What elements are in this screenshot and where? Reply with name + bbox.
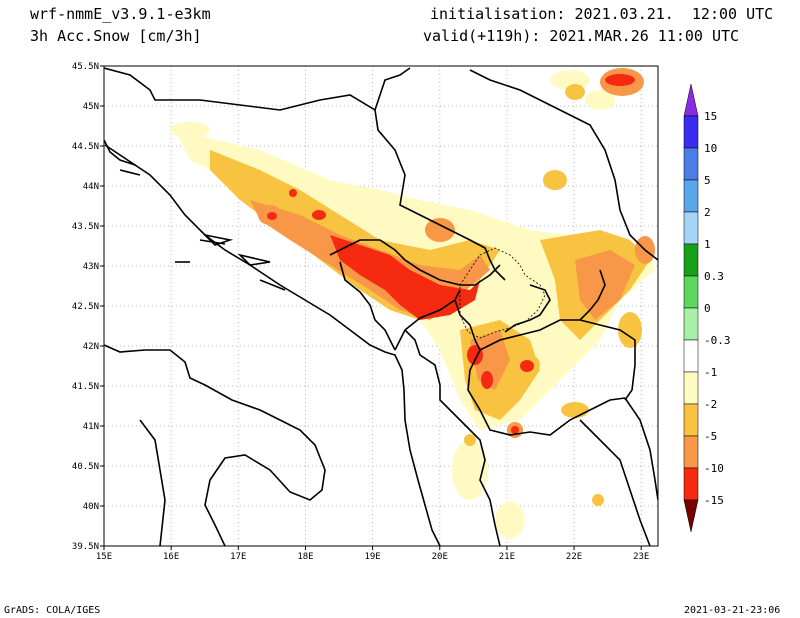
lat-tick-label: 43.5N [72, 222, 99, 232]
colorbar-label: -15 [704, 494, 724, 507]
colorbar-swatch [683, 147, 699, 181]
field-name: 3h Acc.Snow [cm/3h] [30, 27, 202, 45]
coastlines-borders [104, 67, 658, 546]
colorbar-swatch [683, 467, 699, 501]
lon-tick-label: 15E [96, 552, 112, 562]
lat-tick-label: 41.5N [72, 382, 99, 392]
colorbar-label: -1 [704, 366, 717, 379]
lat-tick-label: 41N [83, 422, 99, 432]
colorbar-label: 0 [704, 302, 711, 315]
colorbar-top-arrow [683, 83, 699, 117]
colorbar-label: 2 [704, 206, 711, 219]
colorbar-swatch [683, 403, 699, 437]
lon-tick-label: 19E [364, 552, 380, 562]
colorbar-label: -10 [704, 462, 724, 475]
lon-tick-label: 22E [566, 552, 582, 562]
colorbar-label: 5 [704, 174, 711, 187]
colorbar-swatch [683, 371, 699, 405]
snow-fields [170, 68, 655, 538]
colorbar: 15 10 5 2 1 0.3 0 -0.3 -1 -2 -5 -10 -15 [683, 83, 731, 533]
lat-tick-label: 40.5N [72, 462, 99, 472]
colorbar-label: 15 [704, 110, 717, 123]
colorbar-swatch [683, 243, 699, 277]
colorbar-swatch [683, 115, 699, 149]
model-name: wrf-nmmE_v3.9.1-e3km [30, 5, 211, 23]
colorbar-swatch [683, 339, 699, 373]
colorbar-swatch [683, 211, 699, 245]
colorbar-label: -2 [704, 398, 717, 411]
colorbar-label: -5 [704, 430, 717, 443]
lat-tick-label: 39.5N [72, 542, 99, 552]
lat-tick-label: 45.5N [72, 62, 99, 72]
colorbar-label: -0.3 [704, 334, 731, 347]
lon-tick-label: 17E [230, 552, 246, 562]
lat-tick-label: 44.5N [72, 142, 99, 152]
colorbar-swatch [683, 307, 699, 341]
lon-tick-label: 16E [163, 552, 179, 562]
lon-tick-label: 18E [297, 552, 313, 562]
lat-tick-label: 43N [83, 262, 99, 272]
lat-tick-label: 42.5N [72, 302, 99, 312]
lat-tick-label: 42N [83, 342, 99, 352]
grads-credit: GrADS: COLA/IGES [4, 605, 101, 616]
colorbar-swatch [683, 435, 699, 469]
colorbar-bottom-arrow [683, 499, 699, 533]
valid-time: valid(+119h): 2021.MAR.26 11:00 UTC [423, 27, 740, 45]
lon-tick-label: 20E [432, 552, 448, 562]
colorbar-swatch [683, 275, 699, 309]
lat-tick-label: 44N [83, 182, 99, 192]
plot-timestamp: 2021-03-21-23:06 [684, 605, 781, 616]
axis-ticks: 15E 16E 17E 18E 19E 20E 21E 22E 23E 45.5N 45N 44.5N… [72, 62, 649, 562]
colorbar-swatch [683, 179, 699, 213]
lat-tick-label: 40N [83, 502, 99, 512]
lon-tick-label: 21E [499, 552, 515, 562]
lon-tick-label: 23E [633, 552, 649, 562]
lat-tick-label: 45N [83, 102, 99, 112]
colorbar-label: 10 [704, 142, 717, 155]
colorbar-label: 0.3 [704, 270, 724, 283]
init-time: initialisation: 2021.03.21. 12:00 UTC [430, 5, 774, 23]
colorbar-label: 1 [704, 238, 711, 251]
